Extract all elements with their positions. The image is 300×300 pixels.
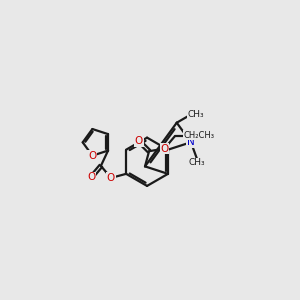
Text: O: O — [107, 173, 115, 183]
Text: O: O — [88, 151, 97, 161]
Text: O: O — [135, 136, 143, 146]
Text: O: O — [160, 143, 169, 154]
Text: CH₃: CH₃ — [188, 110, 204, 119]
Text: CH₃: CH₃ — [189, 158, 206, 167]
Text: N: N — [187, 137, 195, 147]
Text: CH₂CH₃: CH₂CH₃ — [184, 130, 214, 140]
Text: O: O — [87, 172, 95, 182]
